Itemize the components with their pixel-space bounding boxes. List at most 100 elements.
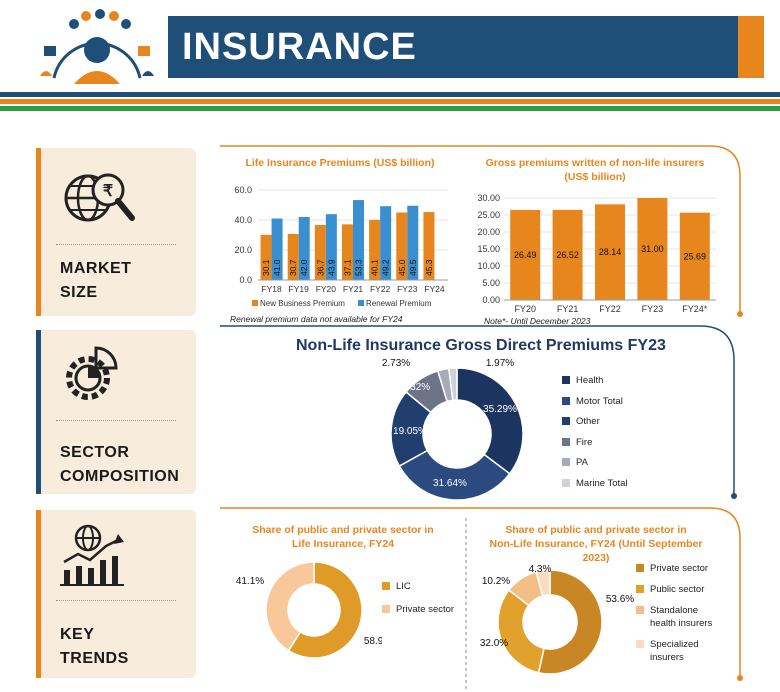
bar-value-label: 36.7: [315, 259, 325, 276]
x-tick-label: FY24: [424, 284, 445, 294]
slice-value-label: 41.1%: [236, 576, 264, 587]
y-tick-label: 20.00: [477, 227, 500, 237]
legend-item: Private sector: [382, 603, 472, 616]
globe-rupee-magnifier-icon: ₹: [60, 168, 140, 243]
sector-composition-label-2: COMPOSITION: [60, 468, 180, 485]
legend-label: LIC: [396, 581, 411, 592]
slice-value-label: 10.2%: [482, 576, 510, 587]
y-tick-label: 0.00: [482, 295, 500, 305]
legend-item: Other: [562, 415, 682, 428]
life-premium-chart: 0.0 20.0 40.0 60.0 30.1 41.0 FY18 30.7 42.0 FY19 3…: [234, 185, 448, 308]
legend-label: Health: [576, 375, 604, 386]
market-size-label-1: MARKET: [60, 260, 132, 277]
lifeshare-title-2: Life Insurance, FY24: [291, 538, 395, 550]
legend-swatch: [562, 396, 570, 405]
bar-renewal: [325, 214, 337, 280]
y-tick-label: 25.00: [477, 210, 500, 220]
legend-swatch: [562, 417, 570, 426]
slice-private-sector: [265, 561, 315, 652]
slice-public-sector: [497, 589, 545, 674]
bar-renewal: [353, 200, 364, 280]
bar-value-label: 49.5: [408, 259, 418, 276]
legend-item: Marine Total: [562, 477, 682, 490]
legend-item: Private sector: [636, 562, 736, 575]
legend-label-renewal: Renewal Premium: [366, 299, 432, 308]
y-tick-label: 20.0: [234, 245, 252, 255]
y-tick-label: 15.00: [477, 244, 500, 254]
x-tick-label: FY21: [557, 304, 579, 314]
legend-label-new-business: New Business Premium: [260, 299, 345, 308]
nonlife-premium-chart: 0.00 5.00 10.00 15.00 20.00 25.00 30.00 26.49 FY…: [477, 193, 716, 314]
bar-renewal: [271, 218, 283, 280]
bar-value-label: 37.1: [343, 259, 353, 276]
slice-specialized-insurers: [535, 569, 551, 597]
bar-value-label: 40.1: [370, 259, 380, 276]
bar-FY20: [510, 209, 541, 300]
bar-value-label: 30.1: [261, 259, 271, 276]
slice-lic: [287, 561, 363, 659]
y-tick-label: 60.0: [234, 185, 252, 195]
slice-value-label: 2.73%: [382, 358, 410, 369]
slice-value-label: 19.05%: [393, 426, 427, 437]
bar-new-business: [396, 212, 408, 280]
legend-swatch-new-business: [252, 300, 258, 306]
legend-item: Fire: [562, 436, 682, 449]
legend-label: Private sector: [650, 563, 709, 574]
nonlife-chart-title-1: Gross premiums written of non-life insur…: [485, 157, 705, 169]
x-tick-label: FY18: [261, 284, 282, 294]
y-tick-label: 5.00: [482, 278, 500, 288]
x-tick-label: FY22: [370, 284, 391, 294]
legend-swatch: [382, 605, 390, 613]
svg-text:₹: ₹: [103, 183, 113, 200]
bar-new-business: [423, 212, 435, 280]
bar-value-label: 49.2: [381, 259, 391, 276]
bar-new-business: [369, 219, 381, 280]
slice-value-label: 53.6%: [606, 594, 634, 605]
legend-item: LIC: [382, 580, 472, 593]
slice-motor-total: [398, 449, 511, 501]
sector-composition-label-1: SECTOR: [60, 444, 130, 461]
nonlife-chart-title-2: (US$ billion): [564, 171, 626, 183]
stripe-navy: [0, 92, 780, 97]
page-title: INSURANCE: [182, 26, 417, 68]
slice-value-label: 9.32%: [402, 382, 430, 393]
y-tick-label: 10.00: [477, 261, 500, 271]
slice-value-label: 4.3%: [529, 564, 552, 575]
nonlife-chart-note: Note*- Until December 2023: [484, 316, 591, 326]
key-trends-divider: [56, 600, 176, 601]
gear-pie-icon: [58, 344, 130, 411]
key-trends-label-2: TRENDS: [60, 650, 129, 667]
legend-swatch: [382, 582, 390, 590]
slice-value-label: 32.0%: [480, 638, 508, 649]
slice-value-label: 1.97%: [486, 358, 514, 369]
bar-renewal: [380, 206, 392, 280]
bar-FY23: [637, 198, 668, 300]
slice-private-sector: [537, 569, 603, 675]
bar-new-business: [314, 224, 326, 280]
header-bar: [168, 16, 738, 78]
x-tick-label: FY20: [316, 284, 337, 294]
legend-label: PA: [576, 457, 588, 469]
legend-item: Motor Total: [562, 395, 682, 408]
bar-value-label: 45.0: [397, 259, 407, 276]
slice-health: [456, 367, 524, 475]
legend-swatch: [636, 585, 644, 593]
x-tick-label: FY23: [642, 304, 664, 314]
x-tick-label: FY24*: [682, 304, 708, 314]
lifeshare-legend: LIC Private sector: [382, 580, 472, 626]
x-tick-label: FY23: [397, 284, 418, 294]
bar-new-business: [287, 233, 299, 280]
gdp-chart-title: Non-Life Insurance Gross Direct Premiums…: [296, 337, 666, 354]
legend-label: Other: [576, 416, 600, 428]
bar-value-label: 31.00: [641, 244, 664, 254]
sector-composition-accent: [36, 330, 41, 494]
y-tick-label: 0.0: [239, 275, 252, 285]
market-size-divider: [56, 244, 176, 245]
legend-label: Fire: [576, 436, 593, 448]
globe-growth-chart-icon: [58, 522, 130, 593]
bar-new-business: [260, 234, 272, 280]
bar-new-business: [342, 224, 353, 280]
bar-value-label: 45.3: [424, 259, 434, 276]
header-accent: [738, 16, 764, 78]
